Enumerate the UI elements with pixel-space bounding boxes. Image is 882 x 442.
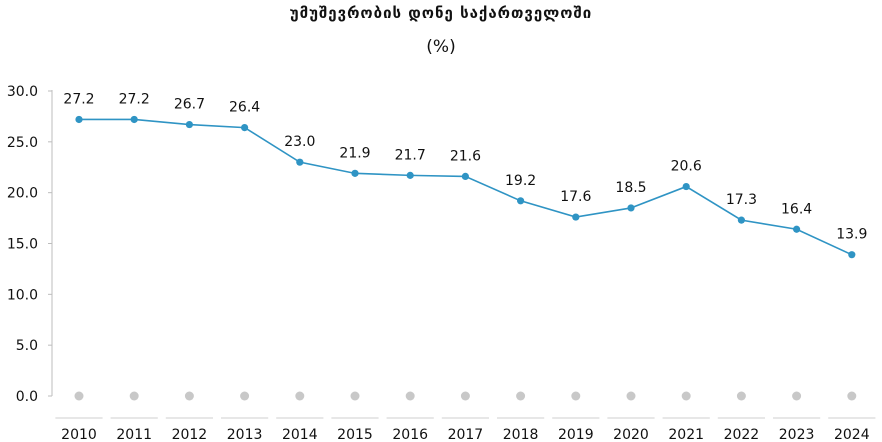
x-tick-label: 2019	[558, 427, 594, 442]
baseline-marker	[350, 391, 360, 401]
chart-title: უმუშევრობის დონე საქართველოში	[289, 4, 593, 22]
y-tick-label: 30.0	[7, 84, 38, 100]
data-label: 16.4	[781, 201, 812, 217]
data-label: 27.2	[63, 91, 94, 107]
y-tick-label: 10.0	[7, 287, 38, 303]
x-tick-label: 2018	[503, 427, 539, 442]
data-point	[682, 182, 690, 191]
data-label: 26.4	[229, 100, 260, 116]
data-point	[75, 115, 83, 124]
baseline-marker	[129, 391, 139, 401]
data-label: 26.7	[174, 97, 205, 113]
baseline-marker	[184, 391, 194, 401]
data-label: 13.9	[836, 227, 867, 243]
x-tick-label: 2012	[172, 427, 208, 442]
x-tick-label: 2022	[724, 427, 760, 442]
data-point	[737, 216, 746, 224]
x-tick-label: 2013	[227, 427, 263, 442]
data-point	[517, 197, 525, 205]
y-axis-ticks: 0.0 5.0 10.0 15.0 20.0 25.0 30.0	[7, 84, 52, 405]
x-tick-label: 2023	[779, 427, 815, 442]
y-tick-label: 15.0	[7, 237, 38, 253]
baseline-marker	[240, 391, 250, 401]
baseline-marker	[460, 391, 470, 401]
data-point	[793, 225, 801, 233]
data-point	[130, 115, 138, 124]
x-tick-label: 2017	[448, 427, 484, 442]
x-tick-label: 2011	[116, 427, 152, 442]
data-point	[848, 251, 856, 259]
baseline-marker	[626, 391, 636, 401]
x-tick-label: 2020	[613, 427, 649, 442]
data-point	[406, 171, 414, 179]
y-tick-label: 20.0	[7, 186, 38, 202]
x-tick-label: 2016	[392, 427, 428, 442]
data-label: 18.5	[615, 180, 646, 196]
x-axis-ticks: 2010 2011 2012 2013 2014 2015 2016 2017 2018 2019…	[55, 417, 876, 442]
baseline-marker	[571, 391, 581, 401]
baseline-marker	[847, 391, 857, 401]
baseline-marker	[405, 391, 415, 401]
x-tick-label: 2014	[282, 427, 318, 442]
data-label: 17.6	[560, 189, 591, 205]
data-label: 27.2	[119, 91, 150, 107]
y-tick-label: 5.0	[16, 338, 38, 354]
baseline-marker	[295, 391, 305, 401]
baseline-markers	[74, 391, 857, 401]
chart-subtitle: (%)	[426, 37, 456, 57]
data-label: 21.7	[395, 147, 426, 163]
data-label: 17.3	[726, 192, 757, 208]
baseline-marker	[792, 391, 802, 401]
data-label: 19.2	[505, 173, 536, 189]
data-point	[461, 172, 469, 180]
baseline-marker	[681, 391, 691, 401]
data-labels: 27.2 27.2 26.7 26.4 23.0 21.9 21.7 21.6 19.2 17.6…	[63, 91, 867, 242]
baseline-marker	[74, 391, 84, 401]
y-tick-label: 0.0	[16, 389, 38, 405]
baseline-marker	[736, 391, 746, 401]
data-label: 23.0	[284, 134, 315, 150]
x-tick-label: 2021	[668, 427, 704, 442]
data-point	[351, 169, 359, 177]
x-tick-label: 2010	[61, 427, 97, 442]
data-label: 21.6	[450, 148, 481, 164]
data-point	[185, 120, 193, 129]
x-tick-label: 2015	[337, 427, 373, 442]
data-point	[627, 204, 635, 212]
data-point	[572, 213, 580, 221]
series-points	[75, 115, 856, 259]
series-line	[79, 118, 853, 256]
x-tick-label: 2024	[834, 427, 870, 442]
baseline-marker	[516, 391, 526, 401]
data-point	[296, 158, 304, 166]
data-label: 21.9	[339, 145, 370, 161]
y-tick-label: 25.0	[7, 135, 38, 151]
data-point	[241, 124, 249, 132]
data-label: 20.6	[671, 159, 702, 175]
